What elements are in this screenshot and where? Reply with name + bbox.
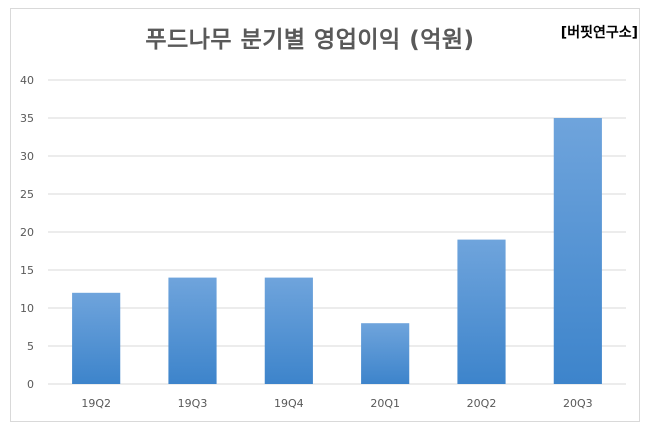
y-tick-label: 20 [20, 226, 34, 239]
y-tick-label: 10 [20, 302, 34, 315]
y-tick-label: 25 [20, 188, 34, 201]
y-tick-label: 35 [20, 112, 34, 125]
y-axis-ticks: 0 5 10 15 20 25 30 35 40 [20, 74, 34, 391]
bar-20Q3 [553, 118, 602, 384]
y-tick-label: 5 [27, 340, 34, 353]
x-tick-label: 19Q4 [274, 397, 304, 410]
gridlines [48, 79, 626, 385]
y-tick-label: 0 [27, 378, 34, 391]
x-tick-label: 19Q3 [178, 397, 208, 410]
x-tick-label: 19Q2 [81, 397, 111, 410]
bar-19Q4 [264, 277, 313, 384]
bar-20Q1 [361, 323, 410, 384]
y-tick-label: 15 [20, 264, 34, 277]
bars [72, 118, 602, 384]
x-tick-label: 20Q1 [370, 397, 400, 410]
y-tick-label: 30 [20, 150, 34, 163]
y-tick-label: 40 [20, 74, 34, 87]
bar-20Q2 [457, 239, 506, 384]
bar-19Q3 [168, 277, 217, 384]
bar-19Q2 [72, 292, 121, 384]
x-axis-ticks: 19Q2 19Q3 19Q4 20Q1 20Q2 20Q3 [81, 397, 592, 410]
chart-title: 푸드나무 분기별 영업이익 (억원) [145, 27, 475, 53]
x-tick-label: 20Q2 [467, 397, 497, 410]
source-label: [버핏연구소] [560, 25, 638, 41]
x-tick-label: 20Q3 [563, 397, 593, 410]
